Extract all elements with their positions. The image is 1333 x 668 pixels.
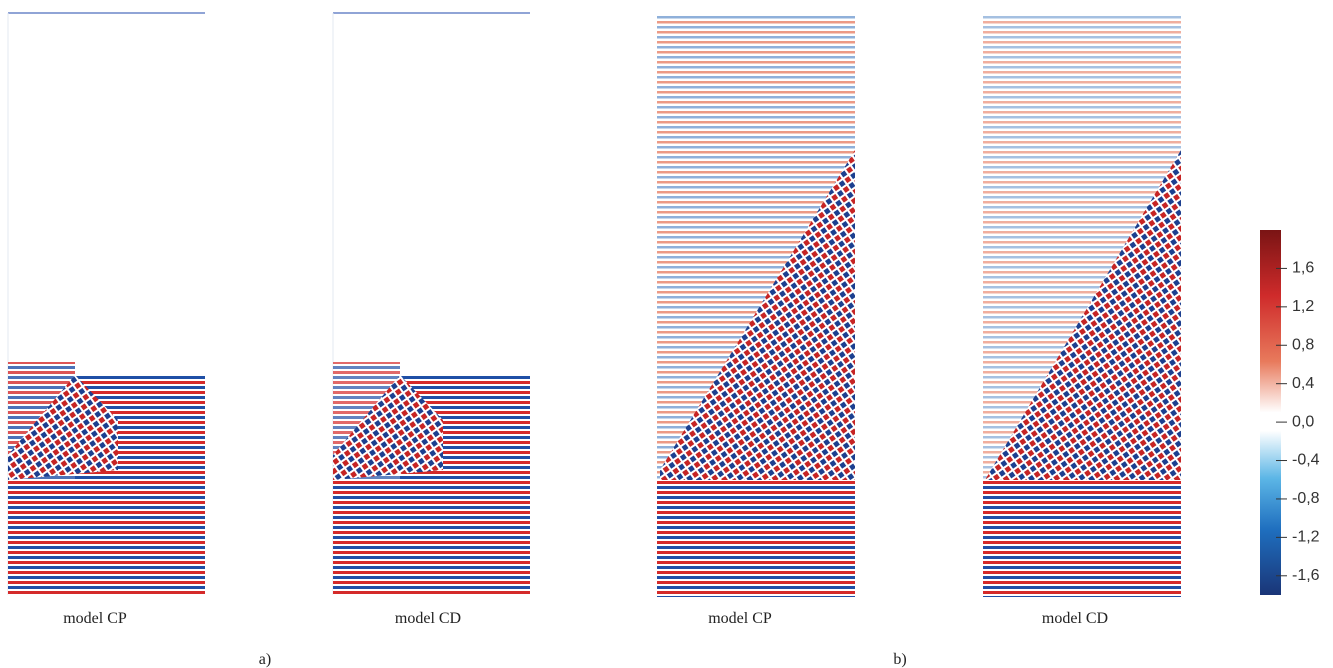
tick-label: 1,6 bbox=[1292, 260, 1314, 277]
tick-label: 0,8 bbox=[1292, 336, 1314, 353]
panel-b2 bbox=[983, 15, 1181, 597]
panel-label: model CD bbox=[395, 610, 461, 627]
panel-label: model CD bbox=[1042, 610, 1108, 627]
panel-a2 bbox=[332, 12, 530, 595]
group-label: b) bbox=[893, 651, 906, 668]
tick-label: 0,4 bbox=[1292, 375, 1314, 392]
panel-label: model CP bbox=[708, 610, 772, 627]
group-label: a) bbox=[259, 651, 271, 668]
tick-label: -0,8 bbox=[1292, 490, 1320, 507]
tick-label: 0,0 bbox=[1292, 413, 1314, 430]
tick-label: -1,6 bbox=[1292, 567, 1320, 584]
tick-label: -0,4 bbox=[1292, 452, 1320, 469]
colorbar bbox=[1260, 230, 1281, 595]
panel-a1 bbox=[7, 12, 205, 595]
tick-label: -1,2 bbox=[1292, 529, 1320, 546]
panel-label: model CP bbox=[63, 610, 127, 627]
panel-b1 bbox=[657, 15, 855, 597]
tick-label: 1,2 bbox=[1292, 298, 1314, 315]
